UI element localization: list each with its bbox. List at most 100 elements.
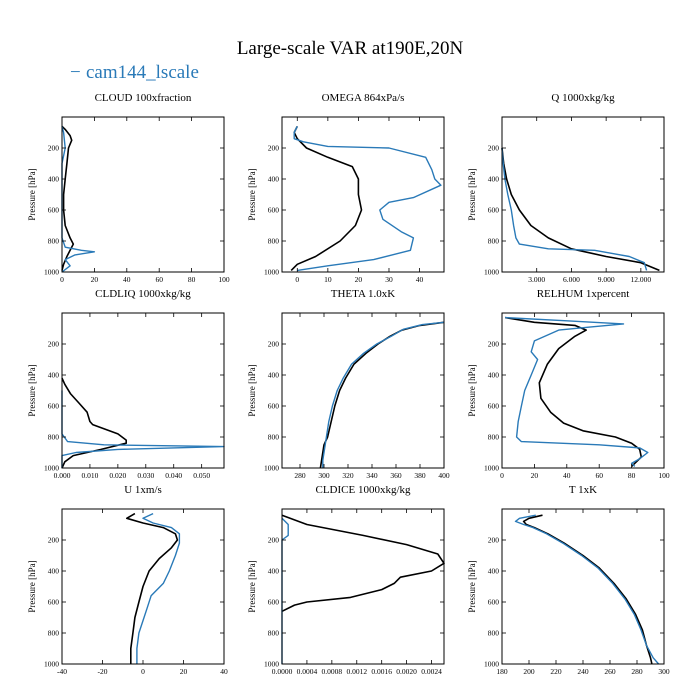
y-tick-label: 1000 [44,268,59,277]
y-axis-label: Pressure [hPa] [247,168,257,220]
x-tick-label: 20 [180,667,188,676]
y-tick-label: 800 [488,237,500,246]
y-tick-label: 200 [48,340,60,349]
panel-title: CLDLIQ 1000xkg/kg [95,288,191,300]
x-tick-label: 80 [188,275,196,284]
y-tick-label: 200 [48,144,60,153]
y-axis-label: Pressure [hPa] [467,168,477,220]
y-axis-label: Pressure [hPa] [467,560,477,612]
panel-title: Q 1000xkg/kg [551,92,615,104]
model-line [322,321,445,468]
model-line [514,514,660,665]
x-tick-label: 10 [324,275,332,284]
x-tick-label: 0.050 [193,471,210,480]
x-tick-label: 60 [155,275,163,284]
y-tick-label: 400 [488,175,500,184]
y-tick-label: 800 [48,237,60,246]
observed-line [319,321,445,469]
x-tick-label: 0.000 [54,471,71,480]
y-tick-label: 600 [488,402,500,411]
x-tick-label: 0 [60,275,64,284]
x-tick-label: 0.0016 [371,667,392,676]
x-tick-label: 0.010 [81,471,98,480]
panel-2: Q 1000xkg/kg Pressure [hPa] 200 400 600 800 10… [467,92,665,284]
observed-line [522,514,653,665]
y-tick-label: 800 [488,629,500,638]
y-tick-label: 800 [48,629,60,638]
y-tick-label: 800 [268,237,280,246]
x-tick-label: 0.0012 [346,667,367,676]
x-tick-label: 30 [385,275,393,284]
x-tick-label: 260 [604,667,616,676]
y-tick-label: 600 [48,402,60,411]
x-tick-label: 6.000 [563,275,580,284]
plot-frame [281,312,445,469]
y-tick-label: 1000 [264,268,279,277]
y-tick-label: 600 [488,598,500,607]
plot-frame [501,312,665,469]
x-tick-label: 360 [390,471,402,480]
x-tick-label: 240 [577,667,589,676]
x-tick-label: 100 [218,275,230,284]
x-tick-label: 60 [595,471,603,480]
observed-line [501,147,660,272]
panel-7: CLDICE 1000xkg/kg Pressure [hPa] 200 400 600… [247,484,445,676]
panel-3: CLDLIQ 1000xkg/kg Pressure [hPa] 200 400 600… [27,288,225,480]
y-tick-label: 1000 [484,660,499,669]
x-tick-label: 3.000 [528,275,545,284]
y-tick-label: 1000 [484,268,499,277]
y-tick-label: 600 [268,598,280,607]
model-line [136,512,181,664]
y-tick-label: 200 [268,144,280,153]
observed-line [290,125,363,271]
y-tick-label: 400 [488,567,500,576]
panel-title: RELHUM 1xpercent [537,288,630,300]
panel-title: T 1xK [569,484,597,496]
x-tick-label: 340 [366,471,378,480]
plot-frame [61,116,225,273]
x-tick-label: 80 [628,471,636,480]
y-tick-label: 400 [48,371,60,380]
x-tick-label: 0.0008 [322,667,343,676]
x-tick-label: 40 [563,471,571,480]
x-tick-label: 40 [416,275,424,284]
x-tick-label: 280 [631,667,643,676]
model-line [61,126,96,273]
y-tick-label: 200 [488,340,500,349]
model-line [501,147,648,271]
y-tick-label: 400 [268,175,280,184]
panel-title: THETA 1.0xK [331,288,396,300]
y-tick-label: 1000 [44,464,59,473]
observed-line [126,512,179,664]
y-tick-label: 600 [268,402,280,411]
x-tick-label: 9.000 [598,275,615,284]
plot-frame [501,116,665,273]
x-tick-label: -20 [98,667,108,676]
x-tick-label: 0.0024 [421,667,442,676]
legend-label: cam144_lscale [86,62,199,83]
y-tick-label: 200 [268,340,280,349]
panel-title: CLOUD 100xfraction [95,92,192,104]
x-tick-label: 0.030 [137,471,154,480]
y-tick-label: 1000 [264,660,279,669]
y-tick-label: 800 [268,433,280,442]
x-tick-label: 300 [318,471,330,480]
y-axis-label: Pressure [hPa] [247,560,257,612]
x-tick-label: 300 [658,667,670,676]
y-tick-label: 600 [48,598,60,607]
legend: − cam144_lscale [70,62,199,83]
y-tick-label: 200 [268,536,280,545]
y-tick-label: 200 [488,536,500,545]
x-tick-label: 100 [658,471,670,480]
y-axis-label: Pressure [hPa] [27,560,37,612]
y-tick-label: 400 [268,371,280,380]
y-axis-label: Pressure [hPa] [247,364,257,416]
x-tick-label: 0 [500,471,504,480]
